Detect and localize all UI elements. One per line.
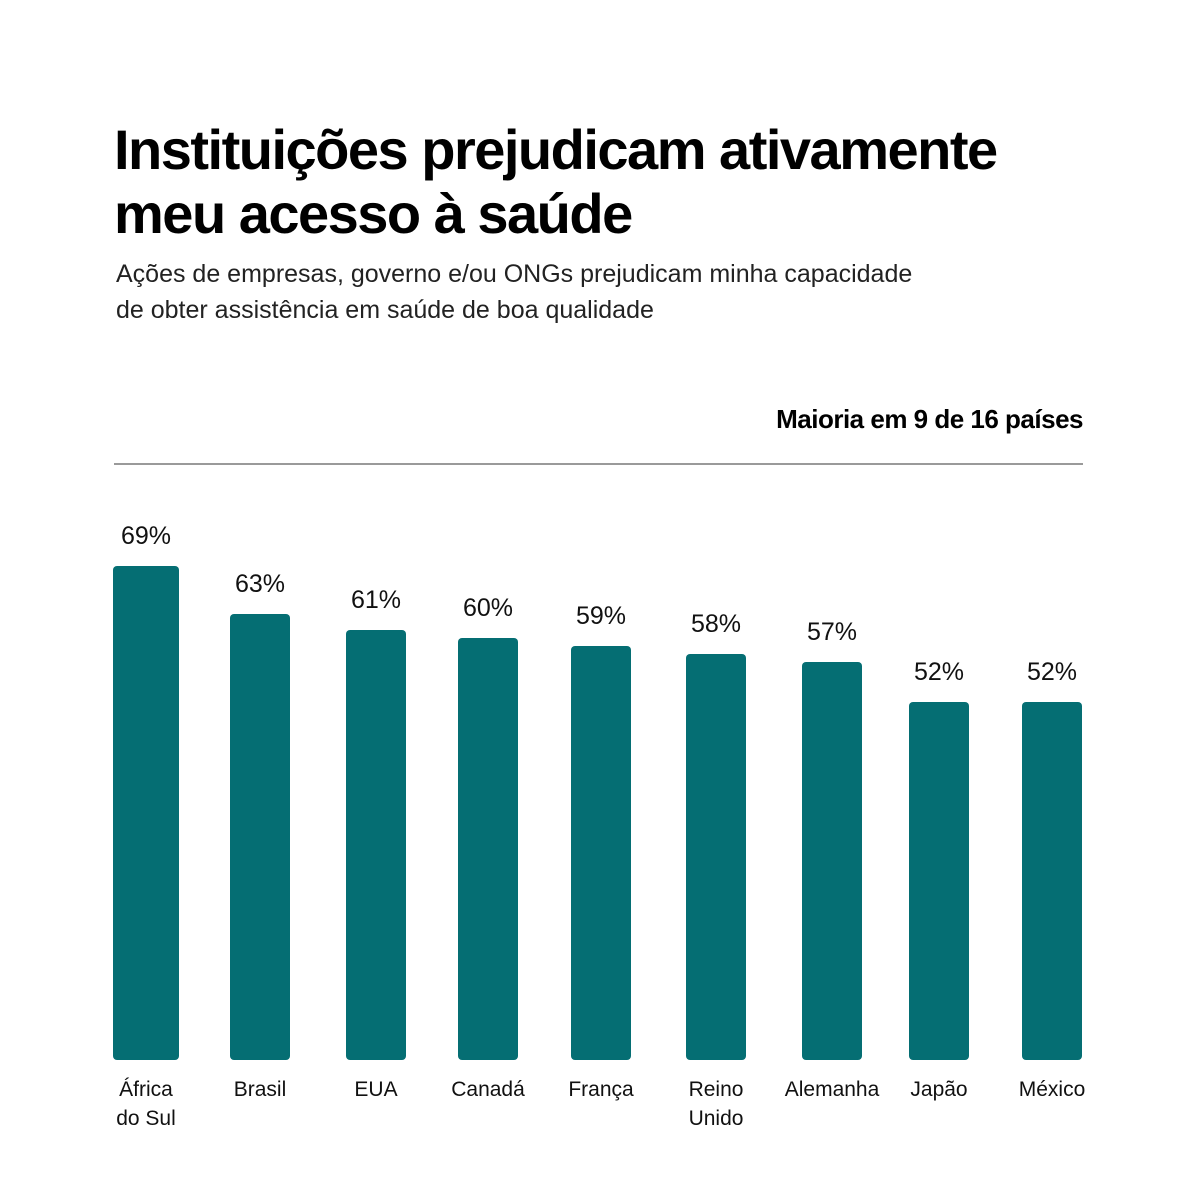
chart-subtitle: Ações de empresas, governo e/ou ONGs pre… bbox=[116, 256, 1116, 328]
bar bbox=[909, 702, 969, 1060]
subtitle-line-1: Ações de empresas, governo e/ou ONGs pre… bbox=[116, 260, 913, 288]
bar bbox=[113, 566, 179, 1060]
category-label: Japão bbox=[910, 1078, 967, 1101]
category-label: África do Sul bbox=[116, 1078, 176, 1130]
data-label: 58% bbox=[691, 610, 741, 638]
category-label: Canadá bbox=[451, 1078, 525, 1101]
category-label: Reino Unido bbox=[689, 1078, 744, 1130]
category-label: EUA bbox=[354, 1078, 397, 1101]
bar bbox=[571, 646, 631, 1060]
data-label: 63% bbox=[235, 570, 285, 598]
category-label: México bbox=[1019, 1078, 1086, 1101]
data-label: 61% bbox=[351, 586, 401, 614]
bar bbox=[230, 614, 290, 1060]
bar bbox=[346, 630, 406, 1060]
category-label: Alemanha bbox=[785, 1078, 880, 1101]
divider-line bbox=[114, 463, 1083, 465]
chart-title: Instituições prejudicam ativamente meu a… bbox=[114, 118, 1114, 246]
majority-note: Maioria em 9 de 16 países bbox=[776, 404, 1083, 434]
subtitle-line-2: de obter assistência em saúde de boa qua… bbox=[116, 296, 654, 324]
bar bbox=[686, 654, 746, 1060]
data-label: 57% bbox=[807, 618, 857, 646]
data-label: 60% bbox=[463, 594, 513, 622]
bar bbox=[458, 638, 518, 1060]
title-line-1: Instituições prejudicam ativamente bbox=[114, 118, 998, 181]
category-label: Brasil bbox=[234, 1078, 287, 1101]
data-label: 59% bbox=[576, 602, 626, 630]
bar bbox=[802, 662, 862, 1060]
bar bbox=[1022, 702, 1082, 1060]
data-label: 69% bbox=[121, 522, 171, 550]
title-line-2: meu acesso à saúde bbox=[114, 182, 633, 245]
data-label: 52% bbox=[1027, 658, 1077, 686]
data-label: 52% bbox=[914, 658, 964, 686]
category-label: França bbox=[568, 1078, 634, 1101]
